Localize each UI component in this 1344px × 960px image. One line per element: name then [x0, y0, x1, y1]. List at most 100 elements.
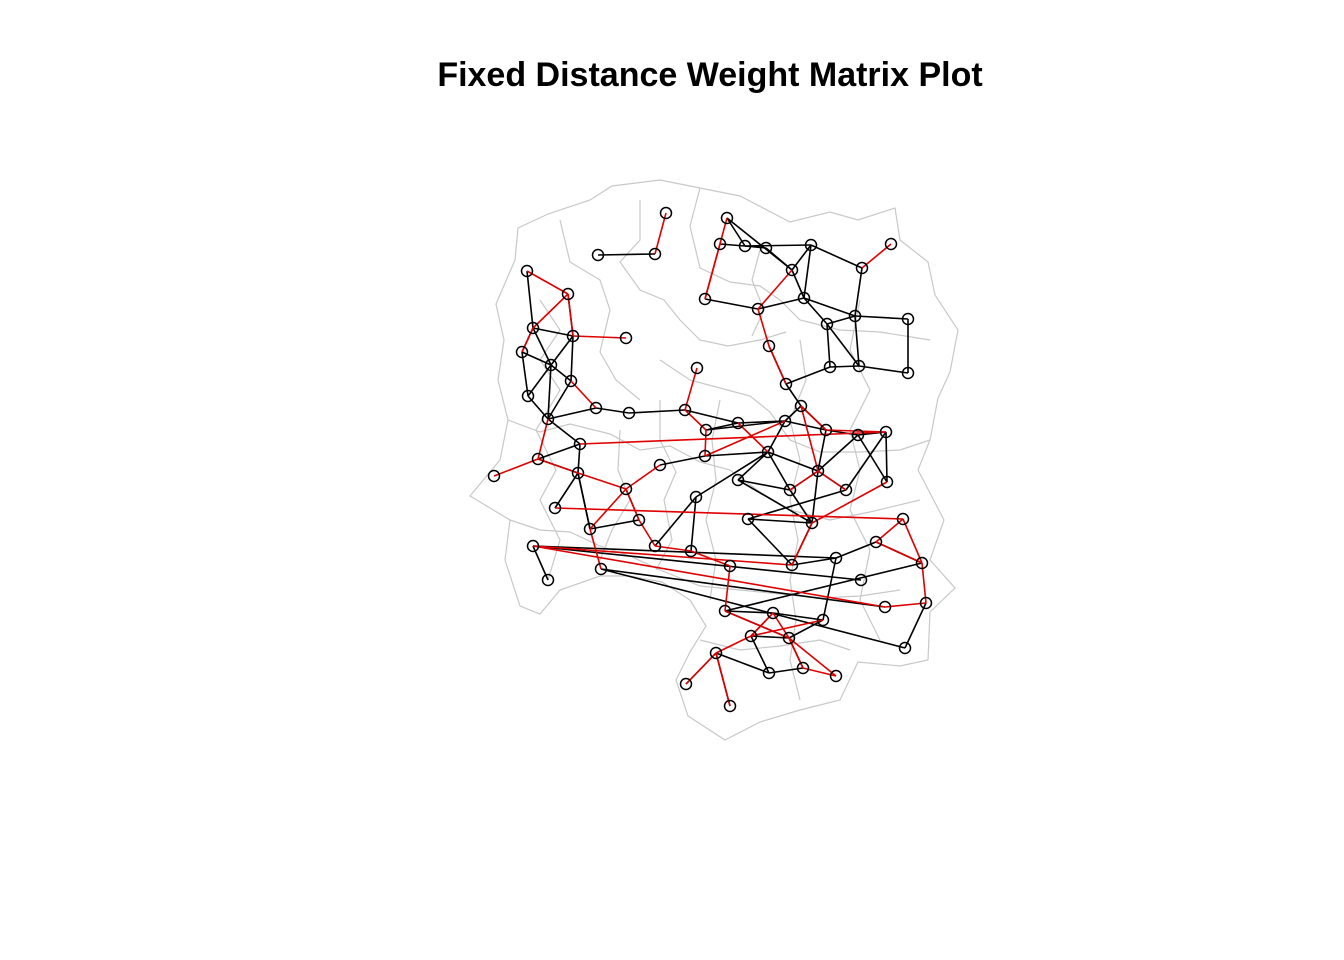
link-secondary [861, 243, 892, 269]
region-centroid-node [738, 239, 752, 253]
link-primary [704, 298, 759, 310]
region-centroid-node [659, 206, 673, 220]
region-centroid-node [566, 329, 580, 343]
link-primary [826, 323, 831, 368]
link-primary [767, 451, 791, 491]
region-centroid-node [744, 629, 758, 643]
region-line [789, 339, 807, 701]
region-centroid-node [690, 361, 704, 375]
region-centroid-node [622, 406, 636, 420]
region-centroid-node [648, 539, 662, 553]
link-primary [744, 244, 812, 247]
region-centroid-node [526, 539, 540, 553]
region-line [619, 200, 787, 347]
region-centroid-node [709, 646, 723, 660]
link-primary [789, 489, 813, 524]
region-centroid-node [648, 247, 662, 261]
link-secondary [788, 637, 837, 677]
link-primary [547, 380, 572, 420]
region-centroid-node [731, 416, 745, 430]
link-primary [719, 243, 746, 247]
link-primary [547, 418, 581, 445]
link-primary [854, 267, 863, 317]
link-secondary [554, 507, 904, 520]
study-area-outline [469, 179, 959, 741]
link-secondary [715, 635, 752, 654]
link-secondary [532, 545, 886, 608]
region-line [535, 299, 561, 581]
region-centroid-node [713, 237, 727, 251]
region-centroid-node [619, 482, 633, 496]
region-centroid-node [805, 516, 819, 530]
link-primary [600, 568, 906, 649]
region-centroid-node [741, 512, 755, 526]
link-secondary [704, 429, 707, 457]
region-centroid-node [879, 425, 893, 439]
link-primary [791, 557, 837, 566]
region-centroid-node [796, 661, 810, 675]
region-centroid-node [896, 512, 910, 526]
link-primary [654, 496, 697, 547]
region-centroid-node [594, 562, 608, 576]
region-centroid-node [761, 445, 775, 459]
link-primary [547, 364, 552, 420]
region-centroid-node [723, 699, 737, 713]
region-centroid-node [698, 449, 712, 463]
region-line [849, 299, 881, 641]
region-centroid-node [785, 558, 799, 572]
region-centroid-node [878, 600, 892, 614]
link-primary [589, 519, 640, 530]
link-primary [705, 420, 786, 431]
region-centroid-node [591, 248, 605, 262]
region-centroid-node [819, 423, 833, 437]
link-secondary [704, 420, 786, 457]
link-secondary [625, 464, 661, 490]
region-centroid-node [589, 401, 603, 415]
region-centroid-node [848, 309, 862, 323]
link-primary [690, 496, 697, 552]
link-primary [597, 253, 656, 256]
link-secondary [572, 335, 627, 339]
link-secondary [537, 418, 549, 460]
link-secondary [921, 562, 927, 604]
region-line [659, 359, 931, 453]
link-secondary [684, 367, 698, 411]
plot-title: Fixed Distance Weight Matrix Plot [437, 56, 983, 94]
region-centroid-node [526, 321, 540, 335]
link-primary [532, 327, 552, 366]
region-centroid-node [731, 473, 745, 487]
region-centroid-node [829, 551, 843, 565]
link-primary [737, 451, 769, 481]
region-line [655, 400, 677, 571]
region-centroid-node [915, 556, 929, 570]
link-primary [803, 244, 812, 299]
link-primary [772, 612, 824, 621]
link-primary [817, 429, 827, 472]
region-centroid-node [785, 263, 799, 277]
link-primary [532, 545, 862, 581]
link-primary [704, 451, 769, 457]
link-primary [526, 270, 534, 329]
link-secondary [884, 602, 927, 608]
link-primary [845, 431, 887, 491]
region-centroid-node [766, 606, 780, 620]
link-primary [554, 472, 579, 509]
region-centroid-node [823, 360, 837, 374]
link-primary [695, 451, 769, 498]
region-centroid-node [632, 513, 646, 527]
link-primary [785, 366, 831, 385]
link-primary [684, 409, 739, 424]
link-primary [803, 297, 856, 317]
link-primary [527, 395, 549, 420]
region-centroid-node [762, 666, 776, 680]
region-centroid-node [820, 317, 834, 331]
region-centroid-node [854, 573, 868, 587]
region-line [507, 419, 921, 521]
link-primary [822, 557, 837, 621]
link-secondary [715, 652, 731, 707]
link-primary [724, 610, 774, 614]
region-centroid-node [851, 428, 865, 442]
link-secondary [654, 212, 667, 255]
region-centroid-node [901, 366, 915, 380]
link-primary [747, 518, 813, 524]
